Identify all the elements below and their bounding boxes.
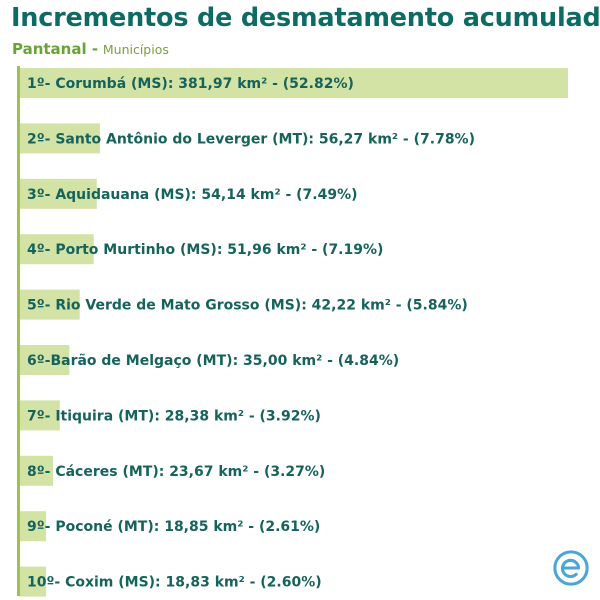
y-axis-line	[17, 66, 20, 596]
bar-6	[19, 345, 70, 375]
chart-subtitle: Pantanal - Municípios	[12, 40, 169, 58]
bar-label-7: 7º- Itiquira (MT): 28,38 km² - (3.92%)	[27, 408, 321, 424]
bar-label-9: 9º- Poconé (MT): 18,85 km² - (2.61%)	[27, 519, 320, 535]
bar-2	[19, 123, 100, 154]
bar-label-2: 2º- Santo Antônio do Leverger (MT): 56,2…	[27, 131, 475, 147]
bar-8	[19, 455, 53, 486]
bar-label-1: 1º- Corumbá (MS): 381,97 km² - (52.82%)	[27, 76, 354, 92]
bar-10	[19, 566, 47, 597]
bar-3	[19, 178, 97, 209]
bar-label-group: 1º- Corumbá (MS): 381,97 km² - (52.82%) 2…	[27, 76, 475, 591]
circular-e-logo-icon	[553, 550, 589, 586]
subtitle-region: Pantanal -	[12, 40, 99, 58]
bar-label-4: 4º- Porto Murtinho (MS): 51,96 km² - (7.…	[27, 242, 383, 258]
bar-label-6: 6º-Barão de Melgaço (MT): 35,00 km² - (4…	[27, 353, 399, 369]
bar-label-8: 8º- Cáceres (MT): 23,67 km² - (3.27%)	[27, 464, 325, 480]
bar-1	[19, 68, 568, 98]
bar-5	[19, 289, 80, 320]
bar-label-10: 10º- Coxim (MS): 18,83 km² - (2.60%)	[27, 575, 322, 591]
bar-7	[19, 400, 60, 431]
subtitle-kind: Municípios	[102, 42, 169, 57]
bar-label-5: 5º- Rio Verde de Mato Grosso (MS): 42,22…	[27, 298, 468, 314]
bar-group	[19, 68, 568, 597]
bar-9	[19, 511, 47, 542]
bar-label-3: 3º- Aquidauana (MS): 54,14 km² - (7.49%)	[27, 187, 358, 203]
bar-4	[19, 234, 94, 265]
chart-title: Incrementos de desmatamento acumulado	[11, 3, 600, 33]
